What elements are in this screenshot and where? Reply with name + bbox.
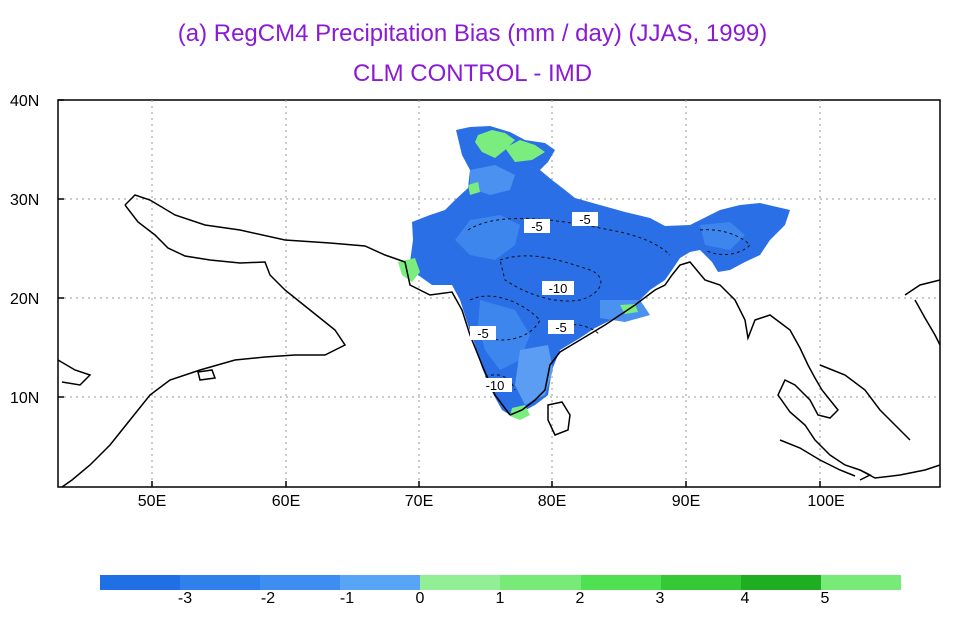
- colorbar: [100, 575, 901, 590]
- map-subtitle: CLM CONTROL - IMD: [352, 60, 593, 87]
- positive-bias-patch: [510, 405, 530, 420]
- x-tick-label: 80E: [538, 493, 566, 510]
- bias-light-patch: [470, 165, 515, 195]
- x-tick-label: 60E: [272, 493, 300, 510]
- colorbar-label: -1: [339, 590, 355, 607]
- x-tick-label: 90E: [672, 493, 700, 510]
- x-axis-labels: 50E 60E 70E 80E 90E 100E: [138, 493, 845, 510]
- contour-label: -5: [531, 219, 543, 234]
- colorbar-label: 4: [740, 590, 750, 607]
- colorbar-label: -2: [260, 590, 276, 607]
- positive-bias-patch: [475, 130, 515, 158]
- colorbar-label: 3: [655, 590, 665, 607]
- precip-bias-field: [398, 126, 790, 420]
- contour-label: -5: [579, 212, 591, 227]
- colorbar-segment: [340, 575, 421, 590]
- colorbar-segment: [820, 575, 901, 590]
- bias-light-patch: [515, 345, 553, 405]
- colorbar-segment: [740, 575, 821, 590]
- axis-ticks: [58, 99, 821, 487]
- colorbar-label: 0: [415, 590, 425, 607]
- contour-label: -10: [486, 378, 505, 393]
- y-tick-label: 20N: [10, 291, 39, 308]
- positive-bias-patch: [398, 258, 420, 282]
- y-axis-labels: 40N 30N 20N 10N: [10, 93, 39, 407]
- bias-medium-patch: [478, 300, 530, 370]
- positive-bias-patch: [468, 182, 480, 195]
- colorbar-label: 1: [495, 590, 505, 607]
- x-tick-label: 100E: [807, 493, 844, 510]
- bias-light-patch: [700, 222, 745, 250]
- y-tick-label: 30N: [10, 192, 39, 209]
- colorbar-segment: [500, 575, 581, 590]
- bias-medium-patch: [455, 215, 520, 260]
- contour-label: -5: [477, 326, 489, 341]
- contour-label: -10: [549, 281, 568, 296]
- x-tick-label: 50E: [138, 493, 166, 510]
- colorbar-segment: [180, 575, 261, 590]
- colorbar-segment: [660, 575, 741, 590]
- contour-lines: [467, 218, 751, 391]
- map-figure: -5 -5 -10 -5 -5 -10 -5 40N 30N 20N 10N 5…: [10, 93, 941, 510]
- map-title: (a) RegCM4 Precipitation Bias (mm / day)…: [177, 20, 768, 47]
- y-tick-label: 10N: [10, 390, 39, 407]
- contour-labels: -5 -5 -10 -5 -5 -10 -5: [470, 212, 598, 393]
- contour-label: -5: [555, 320, 567, 335]
- coastlines: [57, 194, 941, 488]
- colorbar-label: -3: [177, 590, 193, 607]
- colorbar-label: 5: [820, 590, 830, 607]
- colorbar-label: 2: [575, 590, 585, 607]
- y-tick-label: 40N: [10, 93, 39, 110]
- positive-bias-patch: [505, 140, 545, 162]
- colorbar-segment: [100, 575, 181, 590]
- colorbar-segment: [260, 575, 341, 590]
- colorbar-segment: [580, 575, 661, 590]
- colorbar-segment: [420, 575, 501, 590]
- x-tick-label: 70E: [405, 493, 433, 510]
